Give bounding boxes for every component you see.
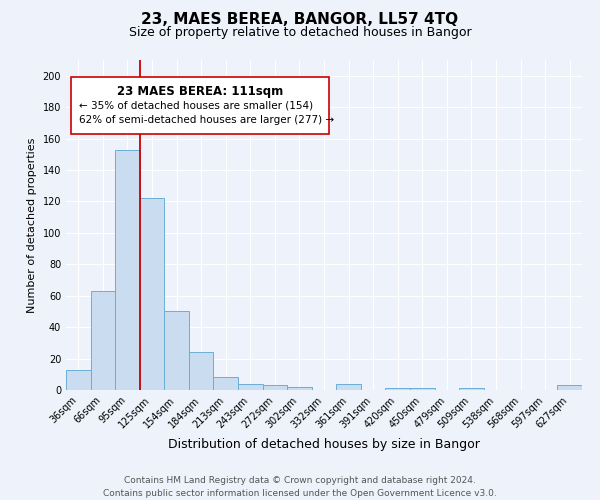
Bar [238, 384, 263, 390]
Text: ← 35% of detached houses are smaller (154): ← 35% of detached houses are smaller (15… [79, 100, 313, 110]
Text: Size of property relative to detached houses in Bangor: Size of property relative to detached ho… [128, 26, 472, 39]
Text: 62% of semi-detached houses are larger (277) →: 62% of semi-detached houses are larger (… [79, 116, 334, 126]
Bar [115, 150, 140, 390]
Bar [336, 384, 361, 390]
Text: 23 MAES BEREA: 111sqm: 23 MAES BEREA: 111sqm [117, 84, 283, 98]
Bar [557, 386, 582, 390]
FancyBboxPatch shape [71, 76, 329, 134]
Bar [66, 370, 91, 390]
Bar [189, 352, 214, 390]
Bar [263, 386, 287, 390]
Bar [459, 388, 484, 390]
X-axis label: Distribution of detached houses by size in Bangor: Distribution of detached houses by size … [168, 438, 480, 451]
Text: Contains HM Land Registry data © Crown copyright and database right 2024.
Contai: Contains HM Land Registry data © Crown c… [103, 476, 497, 498]
Y-axis label: Number of detached properties: Number of detached properties [27, 138, 37, 312]
Bar [164, 312, 189, 390]
Bar [214, 378, 238, 390]
Bar [140, 198, 164, 390]
Text: 23, MAES BEREA, BANGOR, LL57 4TQ: 23, MAES BEREA, BANGOR, LL57 4TQ [142, 12, 458, 28]
Bar [410, 388, 434, 390]
Bar [385, 388, 410, 390]
Bar [91, 291, 115, 390]
Bar [287, 387, 312, 390]
